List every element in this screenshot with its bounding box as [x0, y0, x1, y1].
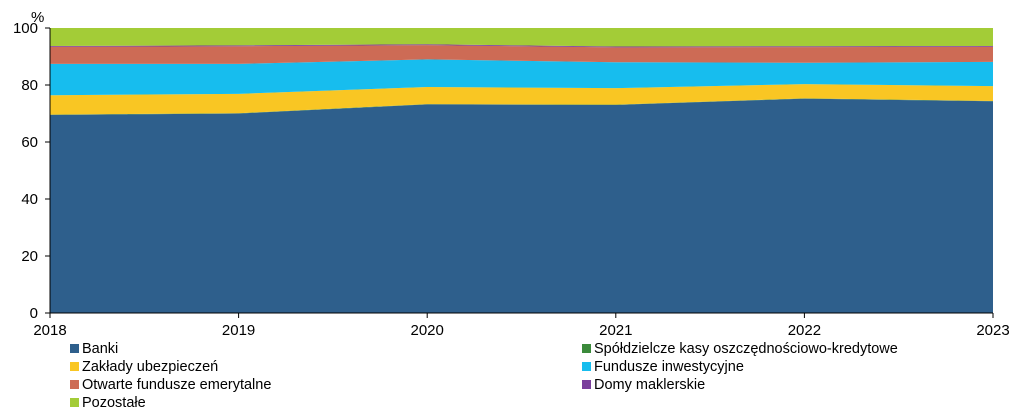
legend-label: Fundusze inwestycyjne [594, 359, 744, 375]
legend-swatch [70, 362, 79, 371]
area-fundusze-inwestycyjne [50, 59, 993, 96]
y-tick-label: 0 [30, 305, 38, 322]
legend-label: Otwarte fundusze emerytalne [82, 377, 271, 393]
area-banki [50, 98, 993, 314]
legend-swatch [70, 344, 79, 353]
y-tick-label: 40 [21, 191, 38, 208]
x-tick-label: 2018 [33, 322, 66, 339]
legend-label: Zakłady ubezpieczeń [82, 359, 218, 375]
legend-item-domy-maklerskie: Domy maklerskie [582, 377, 705, 393]
y-tick-label: 60 [21, 134, 38, 151]
legend-item-pozostale: Pozostałe [70, 395, 146, 411]
axes: 0 20 40 60 80 100 2018 2019 2020 2021 2022 2023 [13, 20, 1010, 339]
legend-label: Banki [82, 341, 118, 357]
legend-label: Spółdzielcze kasy oszczędnościowo-kredyt… [594, 341, 898, 357]
x-tick-label: 2020 [411, 322, 444, 339]
legend-swatch [582, 344, 591, 353]
area-pozostale [50, 28, 993, 47]
legend-item-spoldzielcze-kasy-oszczednosciowo-kredytowe: Spółdzielcze kasy oszczędnościowo-kredyt… [582, 341, 898, 357]
legend-item-otwarte-fundusze-emerytalne: Otwarte fundusze emerytalne [70, 377, 271, 393]
area-otwarte-fundusze-emerytalne [50, 45, 993, 64]
x-tick-label: 2019 [222, 322, 255, 339]
x-tick-label: 2022 [788, 322, 821, 339]
legend-swatch [70, 380, 79, 389]
legend-item-zaklady-ubezpieczen: Zakłady ubezpieczeń [70, 359, 218, 375]
area-domy-maklerskie [50, 44, 993, 48]
y-axis-unit-label: % [31, 9, 44, 26]
legend-item-banki: Banki [70, 341, 118, 357]
legend: Banki Spółdzielcze kasy oszczędnościowo-k… [70, 341, 898, 411]
x-tick-label: 2021 [599, 322, 632, 339]
legend-label: Domy maklerskie [594, 377, 705, 393]
y-tick-label: 20 [21, 248, 38, 265]
legend-swatch [582, 362, 591, 371]
y-tick-label: 100 [13, 20, 38, 37]
area-zaklady-ubezpieczen [50, 84, 993, 115]
series-areas [50, 28, 993, 314]
x-tick-label: 2023 [976, 322, 1009, 339]
legend-label: Pozostałe [82, 395, 146, 411]
legend-swatch [582, 380, 591, 389]
y-tick-label: 80 [21, 77, 38, 94]
legend-swatch [70, 398, 79, 407]
legend-item-fundusze-inwestycyjne: Fundusze inwestycyjne [582, 359, 744, 375]
